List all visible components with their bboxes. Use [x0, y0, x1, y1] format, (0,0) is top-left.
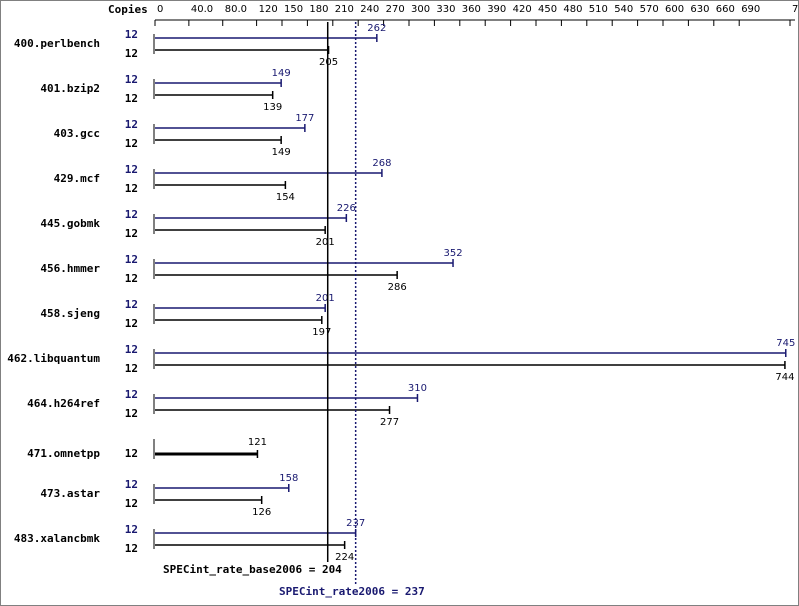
- copies-label: 12: [125, 407, 138, 420]
- copies-label: 12: [125, 137, 138, 150]
- copies-label: 12: [125, 362, 138, 375]
- x-tick-label: 80.0: [225, 4, 247, 15]
- x-tick-label: 510: [589, 4, 608, 15]
- copies-label: 12: [125, 523, 138, 536]
- copies-label: 12: [125, 272, 138, 285]
- value-label: 352: [443, 248, 462, 259]
- copies-label: 12: [125, 28, 138, 41]
- value-label: 744: [775, 372, 794, 383]
- copies-label: 12: [125, 343, 138, 356]
- value-label: 277: [380, 417, 399, 428]
- copies-label: 12: [125, 182, 138, 195]
- x-tick-label: 660: [716, 4, 735, 15]
- value-label: 201: [316, 293, 335, 304]
- category-label: 458.sjeng: [40, 307, 100, 320]
- x-tick-label: 420: [513, 4, 532, 15]
- copies-header: Copies: [108, 3, 148, 16]
- value-label: 126: [252, 507, 271, 518]
- x-tick-label: 750: [792, 4, 799, 15]
- value-label: 201: [316, 237, 335, 248]
- value-label: 205: [319, 57, 338, 68]
- category-label: 445.gobmk: [40, 217, 100, 230]
- value-label: 226: [337, 203, 356, 214]
- value-label: 262: [367, 23, 386, 34]
- value-label: 121: [248, 437, 267, 448]
- copies-label: 12: [125, 253, 138, 266]
- value-label: 310: [408, 383, 427, 394]
- category-label: 464.h264ref: [27, 397, 100, 410]
- copies-label: 12: [125, 298, 138, 311]
- copies-label: 12: [125, 447, 138, 460]
- value-label: 224: [335, 552, 354, 563]
- copies-label: 12: [125, 163, 138, 176]
- copies-label: 12: [125, 542, 138, 555]
- value-label: 149: [272, 68, 291, 79]
- value-label: 286: [388, 282, 407, 293]
- x-tick-label: 570: [640, 4, 659, 15]
- value-label: 745: [776, 338, 795, 349]
- value-label: 177: [295, 113, 314, 124]
- x-tick-label: 540: [614, 4, 633, 15]
- category-label: 471.omnetpp: [27, 447, 100, 460]
- value-label: 149: [272, 147, 291, 158]
- copies-label: 12: [125, 73, 138, 86]
- category-label: 483.xalancbmk: [14, 532, 100, 545]
- x-tick-label: 390: [487, 4, 506, 15]
- x-tick-label: 150: [284, 4, 303, 15]
- x-tick-label: 600: [665, 4, 684, 15]
- x-tick-label: 210: [335, 4, 354, 15]
- x-tick-label: 40.0: [191, 4, 213, 15]
- x-tick-label: 270: [386, 4, 405, 15]
- value-label: 197: [312, 327, 331, 338]
- copies-label: 12: [125, 388, 138, 401]
- copies-label: 12: [125, 208, 138, 221]
- value-label: 268: [372, 158, 391, 169]
- category-label: 462.libquantum: [7, 352, 100, 365]
- copies-label: 12: [125, 478, 138, 491]
- summary-label: SPECint_rate2006 = 237: [279, 585, 425, 598]
- x-tick-label: 180: [309, 4, 328, 15]
- x-tick-label: 360: [462, 4, 481, 15]
- copies-label: 12: [125, 92, 138, 105]
- copies-label: 12: [125, 47, 138, 60]
- category-label: 429.mcf: [54, 172, 100, 185]
- x-tick-label: 630: [690, 4, 709, 15]
- summary-label: SPECint_rate_base2006 = 204: [163, 563, 342, 576]
- x-tick-label: 480: [563, 4, 582, 15]
- x-tick-label: 120: [259, 4, 278, 15]
- x-tick-label: 450: [538, 4, 557, 15]
- value-label: 139: [263, 102, 282, 113]
- x-tick-label: 240: [360, 4, 379, 15]
- copies-label: 12: [125, 317, 138, 330]
- category-label: 400.perlbench: [14, 37, 100, 50]
- value-label: 154: [276, 192, 295, 203]
- copies-label: 12: [125, 118, 138, 131]
- copies-label: 12: [125, 497, 138, 510]
- category-label: 401.bzip2: [40, 82, 100, 95]
- category-label: 403.gcc: [54, 127, 100, 140]
- x-tick-label: 0: [157, 4, 163, 15]
- x-tick-label: 330: [436, 4, 455, 15]
- value-label: 158: [279, 473, 298, 484]
- category-label: 473.astar: [40, 487, 100, 500]
- category-label: 456.hmmer: [40, 262, 100, 275]
- x-tick-label: 690: [741, 4, 760, 15]
- copies-label: 12: [125, 227, 138, 240]
- x-tick-label: 300: [411, 4, 430, 15]
